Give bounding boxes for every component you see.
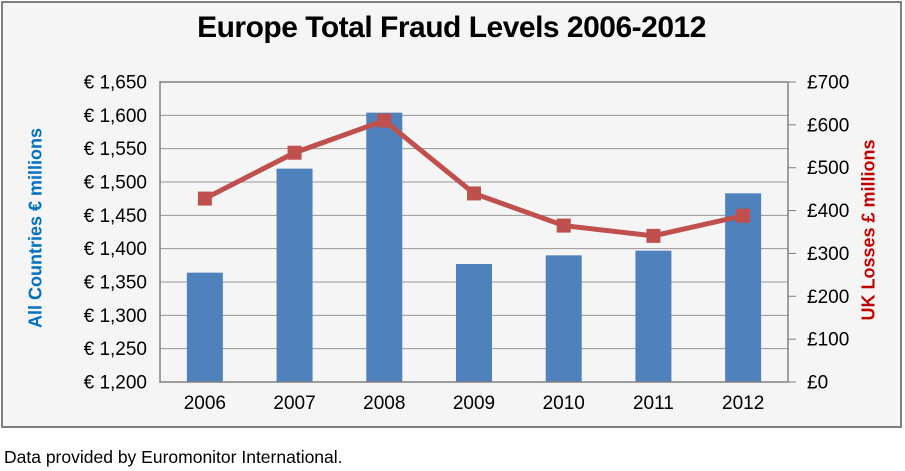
right-tick-label: £300: [807, 244, 849, 265]
bar-2007: [276, 168, 313, 382]
right-tick-label: £500: [807, 158, 849, 179]
plot-border: [159, 81, 789, 383]
bar-2009: [456, 264, 492, 382]
bar-2008: [366, 112, 403, 383]
plot-area: € 1,650 € 1,600 € 1,550 € 1,500 € 1,450 € 1,4…: [84, 73, 850, 415]
right-tick-label: £100: [807, 330, 849, 351]
chart-title: Europe Total Fraud Levels 2006-2012: [197, 11, 706, 44]
marker-2010: [556, 218, 571, 233]
x-axis-label: 2011: [633, 393, 674, 414]
marker-2011: [646, 228, 661, 243]
right-tick-label: £200: [807, 287, 849, 308]
left-tick-label: € 1,550: [84, 139, 147, 160]
x-axis-label: 2006: [184, 393, 226, 414]
right-tick-label: £400: [807, 201, 849, 222]
marker-2009: [467, 186, 481, 201]
marker-2007: [287, 145, 302, 160]
x-axis-label: 2010: [543, 393, 585, 414]
left-tick-label: € 1,600: [84, 106, 147, 127]
left-tick-label: € 1,650: [84, 73, 147, 94]
left-tick-label: € 1,400: [84, 239, 147, 260]
left-tick-label: € 1,500: [84, 173, 147, 194]
left-tick-label: € 1,350: [84, 273, 147, 294]
bar-2010: [545, 255, 582, 382]
left-tick-label: € 1,200: [84, 373, 147, 394]
bar-2012: [725, 193, 762, 382]
left-tick-label: € 1,450: [84, 206, 147, 227]
bar-2006: [186, 272, 223, 382]
left-tick-label: € 1,300: [84, 306, 147, 327]
right-tick-label: £600: [807, 115, 849, 136]
right-tick-label: £700: [807, 73, 849, 94]
marker-2006: [197, 191, 212, 206]
source-note: Data provided by Euromonitor Internation…: [4, 447, 343, 467]
x-axis-label: 2008: [363, 393, 405, 414]
x-axis-label: 2012: [722, 393, 764, 414]
bar-2011: [635, 250, 672, 382]
right-tick-label: £0: [807, 373, 828, 394]
marker-2008: [377, 113, 392, 128]
x-axis-label: 2009: [453, 393, 495, 414]
x-axis-label: 2007: [273, 393, 315, 414]
marker-2012: [736, 208, 751, 223]
chart-frame: Europe Total Fraud Levels 2006-2012 All …: [1, 1, 902, 428]
left-tick-label: € 1,250: [84, 339, 147, 360]
